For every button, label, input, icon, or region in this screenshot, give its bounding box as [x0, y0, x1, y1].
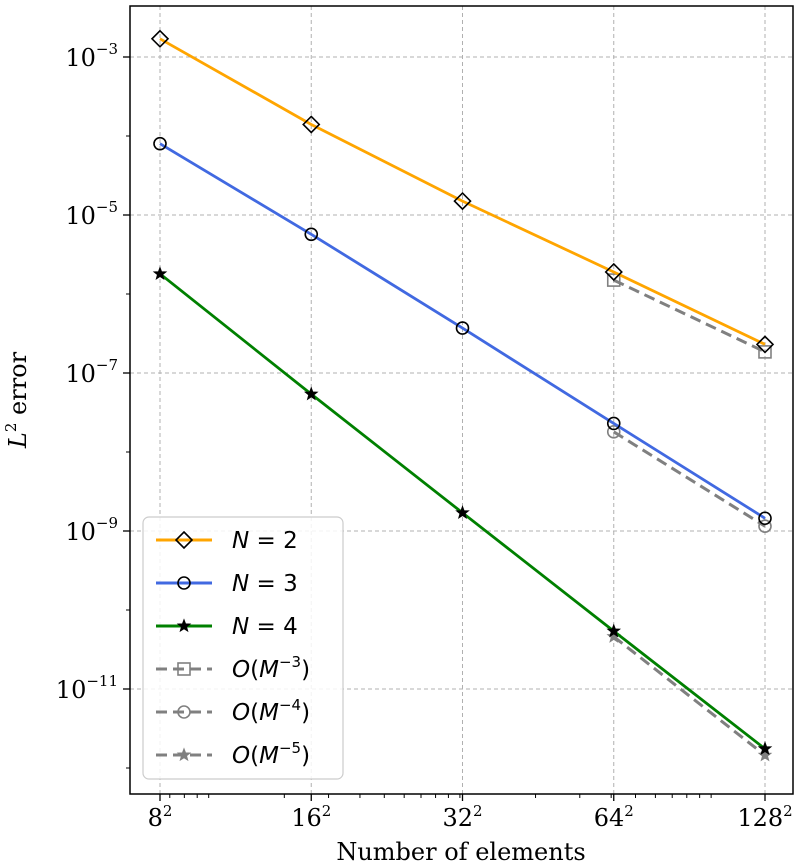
- data-point-square: [177, 662, 191, 676]
- series-line: [612, 430, 766, 528]
- series-1: [150, 29, 775, 354]
- data-point-star: [606, 623, 622, 638]
- data-point-circle: [153, 136, 167, 151]
- series-5: [606, 425, 772, 534]
- series-2: [153, 136, 772, 526]
- legend-item: N = 2: [156, 528, 298, 554]
- data-point-star: [757, 747, 773, 762]
- legend-label: N = 2: [232, 528, 298, 554]
- series-3: [152, 266, 773, 755]
- data-point-diamond: [150, 29, 170, 48]
- legend-item: O(M−3): [156, 653, 310, 683]
- data-point-star: [303, 386, 319, 401]
- y-tick-label: 10−3: [65, 40, 118, 72]
- legend: N = 2 N = 3 N = 4 O(M−3) O(M−4) O(M−5): [142, 516, 344, 780]
- series-line: [159, 142, 766, 520]
- data-point-circle: [758, 511, 772, 526]
- x-tick-label: 322: [442, 802, 482, 832]
- legend-item: N = 3: [156, 571, 298, 597]
- series-4: [606, 273, 772, 359]
- grid: [130, 6, 793, 794]
- data-point-star: [455, 505, 470, 519]
- legend-label: O(M−4): [232, 696, 310, 726]
- data-point-star: [176, 618, 192, 633]
- x-tick-label: 642: [594, 802, 634, 832]
- legend-item: O(M−5): [156, 739, 310, 769]
- data-point-circle: [304, 227, 319, 242]
- legend-item: O(M−4): [156, 696, 310, 726]
- plot-frame: [129, 5, 794, 795]
- y-axis-label-rest: error: [4, 351, 32, 422]
- y-axis-label-sup: 2: [2, 423, 20, 433]
- legend-label: O(M−3): [232, 653, 310, 683]
- axis-ticks: 82 162 322 642 1282 10−3 10−5 10−7 10−9 10−11: [56, 40, 793, 832]
- data-point-circle: [177, 705, 191, 719]
- series-line: [159, 37, 766, 346]
- series-line: [613, 278, 766, 354]
- data-point-diamond: [453, 191, 472, 211]
- data-point-square: [606, 273, 621, 287]
- data-point-diamond: [755, 335, 775, 354]
- legend-label: N = 3: [232, 571, 298, 597]
- data-point-star: [152, 266, 168, 281]
- data-point-circle: [758, 519, 772, 534]
- series-layer: [150, 29, 775, 762]
- data-point-circle: [455, 321, 470, 335]
- data-point-circle: [606, 416, 621, 431]
- y-tick-label: 10−11: [56, 672, 118, 704]
- series-6: [606, 628, 773, 762]
- data-point-star: [176, 747, 192, 762]
- x-tick-label: 82: [148, 802, 173, 832]
- legend-item: N = 4: [156, 614, 298, 640]
- y-tick-label: 10−5: [65, 198, 118, 230]
- x-axis-label: Number of elements: [336, 838, 585, 864]
- y-tick-label: 10−9: [65, 514, 118, 546]
- data-point-diamond: [604, 262, 623, 282]
- data-point-diamond: [302, 115, 321, 134]
- data-point-diamond: [174, 530, 194, 550]
- series-line: [612, 635, 766, 757]
- y-axis-label: L2 error: [2, 351, 32, 449]
- legend-box: [142, 516, 344, 780]
- legend-label: O(M−5): [232, 739, 310, 769]
- data-point-square: [758, 345, 772, 359]
- legend-label: N = 4: [232, 614, 298, 640]
- x-tick-label: 162: [291, 802, 331, 832]
- data-point-circle: [606, 425, 621, 439]
- data-point-star: [757, 741, 773, 755]
- y-tick-label: 10−7: [65, 356, 118, 388]
- data-point-circle: [177, 576, 191, 590]
- x-tick-label: 1282: [737, 802, 792, 832]
- y-axis-label-base: L: [4, 432, 32, 449]
